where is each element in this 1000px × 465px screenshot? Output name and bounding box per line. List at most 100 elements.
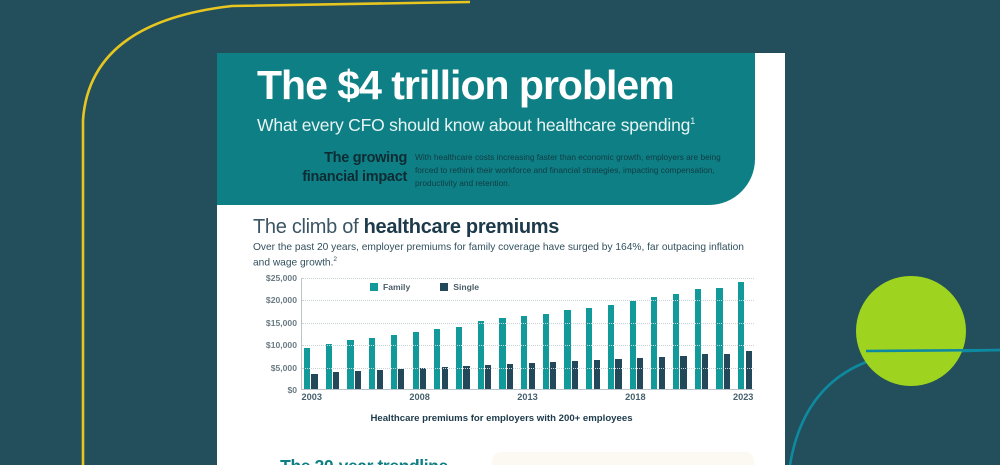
bar-family-2021	[694, 289, 701, 389]
y-axis-tick-label: $0	[287, 385, 297, 395]
bar-single-2016	[593, 360, 600, 389]
section-description: Over the past 20 years, employer premium…	[253, 241, 745, 271]
bar-single-2013	[528, 362, 535, 389]
bar-group	[564, 278, 579, 389]
legend-swatch-single	[440, 283, 449, 291]
bar-group	[477, 278, 492, 389]
bar-group	[607, 278, 622, 389]
bar-group	[521, 278, 535, 389]
premiums-bar-chart: $25,000 $20,000 $15,000 $10,000 $5,000 $0 Fam…	[249, 273, 754, 423]
bar-group	[412, 278, 427, 389]
bar-family-2004	[325, 344, 332, 389]
bar-family-2014	[542, 313, 549, 389]
bar-family-2008	[412, 332, 419, 389]
bar-group	[499, 278, 513, 389]
bar-group	[325, 278, 340, 389]
legend-swatch-family	[370, 283, 378, 291]
section-heading-normal: The climb of	[253, 216, 364, 238]
page-title: The $4 trillion problem	[257, 62, 675, 108]
bar-family-2006	[369, 337, 376, 389]
bar-group	[586, 278, 600, 389]
hero-banner: The $4 trillion problem What every CFO s…	[217, 53, 755, 205]
bar-family-2012	[499, 318, 506, 389]
chart-gridline	[302, 345, 754, 347]
bar-single-2022	[723, 353, 731, 389]
bar-group	[347, 278, 362, 389]
section-heading-bold: healthcare premiums	[363, 216, 560, 238]
bar-single-2005	[354, 370, 362, 389]
bar-group	[369, 278, 383, 389]
cyan-arc-line	[788, 348, 1000, 465]
page-subtitle: What every CFO should know about healthc…	[257, 115, 757, 136]
hero-kicker: The growing financial impact	[257, 149, 407, 186]
spending-breakdown-panel: Breaking down healthcare spending3	[492, 452, 754, 465]
bar-single-2021	[702, 354, 709, 389]
subtitle-footnote-marker: 1	[690, 116, 695, 127]
chart-gridline	[302, 322, 754, 324]
y-axis-tick-label: $10,000	[265, 340, 297, 351]
bar-family-2003	[304, 348, 311, 389]
bar-family-2015	[564, 310, 571, 389]
bar-group	[434, 278, 448, 389]
bar-single-2019	[658, 356, 665, 389]
bar-family-2005	[347, 340, 354, 389]
x-axis-tick-label: 2018	[625, 392, 646, 402]
y-axis-tick-label: $15,000	[265, 317, 297, 328]
bar-group	[716, 278, 731, 389]
section-description-text: Over the past 20 years, employer premium…	[253, 242, 744, 269]
bar-group	[629, 278, 644, 389]
trendline-title-wrap: The 20-year trendline	[253, 453, 475, 465]
bar-group	[304, 278, 318, 389]
y-axis-tick-label: $25,000	[265, 273, 297, 283]
section-heading: The climb of healthcare premiums	[253, 216, 763, 239]
bar-single-2008	[420, 367, 427, 389]
chart-legend: Family Single	[370, 282, 479, 292]
bar-single-2011	[485, 364, 492, 389]
bar-single-2020	[680, 355, 687, 389]
bar-single-2012	[506, 363, 513, 389]
hero-kicker-line-2: financial impact	[302, 168, 407, 185]
description-footnote-marker: 2	[333, 256, 338, 264]
x-axis-tick-label: 2003	[301, 392, 323, 402]
x-axis-tick-label: 2023	[732, 392, 754, 402]
hero-body-text: With healthcare costs increasing faster …	[415, 152, 721, 188]
bar-group	[694, 278, 709, 389]
bar-family-2017	[607, 304, 615, 389]
bar-group	[651, 278, 665, 389]
chart-bars	[304, 278, 752, 389]
bar-family-2016	[586, 307, 593, 389]
legend-item-family: Family	[370, 282, 410, 292]
x-axis-tick-label: 2008	[409, 392, 430, 402]
cyan-line-over-circle	[865, 348, 1000, 353]
bar-family-2023	[738, 281, 745, 389]
bar-family-2013	[521, 315, 528, 389]
bar-single-2010	[463, 366, 470, 389]
bar-single-2006	[376, 370, 383, 389]
bar-group	[672, 278, 687, 389]
bar-single-2004	[333, 372, 340, 389]
bar-single-2003	[311, 373, 318, 389]
trendline-title: The 20-year trendline	[273, 455, 455, 465]
chart-gridline	[302, 367, 754, 369]
bar-group	[738, 278, 752, 389]
bar-family-2011	[477, 321, 484, 389]
bar-family-2009	[434, 329, 441, 389]
legend-item-single: Single	[440, 282, 479, 292]
y-axis-tick-label: $20,000	[265, 295, 297, 306]
infographic-card: The $4 trillion problem What every CFO s…	[217, 53, 785, 465]
bar-single-2018	[637, 358, 644, 389]
green-circle	[856, 276, 966, 386]
chart-plot-area: Family Single	[301, 278, 754, 390]
chart-caption: Healthcare premiums for employers with 2…	[370, 413, 633, 424]
y-axis-tick-label: $5,000	[270, 362, 297, 373]
bar-single-2009	[441, 367, 448, 389]
bar-family-2018	[629, 301, 636, 389]
bar-single-2007	[398, 368, 405, 389]
bar-single-2017	[615, 359, 622, 389]
bar-group	[455, 278, 470, 389]
chart-x-axis-labels: 2003 2008 2013 2018 2023	[301, 392, 754, 406]
bar-group	[390, 278, 405, 389]
bar-family-2022	[716, 288, 723, 389]
bar-family-2019	[651, 296, 658, 389]
chart-y-axis-labels: $25,000 $20,000 $15,000 $10,000 $5,000 $0	[249, 273, 297, 395]
